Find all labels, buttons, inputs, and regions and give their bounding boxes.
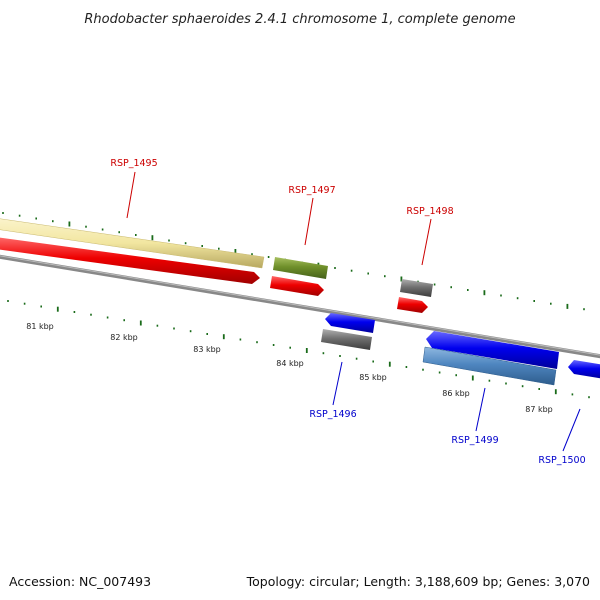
gene-rsp-1495-arrow[interactable]	[0, 237, 260, 284]
kbp-label: 84 kbp	[276, 359, 304, 368]
topology-text: Topology: circular; Length: 3,188,609 bp…	[246, 574, 590, 589]
gene-rsp-1497-box[interactable]	[273, 257, 328, 279]
gene-grey-box-reverse[interactable]	[321, 329, 372, 350]
leader-line-rsp-1500	[562, 408, 581, 452]
kbp-label: 81 kbp	[26, 322, 54, 331]
accession-text: Accession: NC_007493	[9, 574, 151, 589]
chromosome-backbone-highlight	[0, 255, 600, 356]
feature-khaki-band[interactable]	[0, 218, 265, 269]
leader-line-rsp-1495	[126, 171, 136, 219]
gene-red-arrow-small[interactable]	[270, 276, 324, 296]
feature-steel-band[interactable]	[422, 346, 557, 386]
map-title: Rhodobacter sphaeroides 2.4.1 chromosome…	[84, 12, 515, 27]
gene-label-rsp-1495[interactable]: RSP_1495	[110, 158, 157, 169]
gene-label-rsp-1500[interactable]: RSP_1500	[538, 455, 585, 466]
gene-label-rsp-1497[interactable]: RSP_1497	[288, 185, 335, 196]
kbp-label: 86 kbp	[442, 389, 470, 398]
gene-red-arrow-right[interactable]	[397, 297, 428, 313]
leader-line-rsp-1497	[304, 197, 314, 246]
gene-rsp-1500-arrow[interactable]	[568, 360, 600, 379]
kbp-label: 82 kbp	[110, 333, 138, 342]
leader-line-rsp-1499	[475, 387, 486, 432]
gene-rsp-1496-arrow[interactable]	[325, 313, 375, 333]
kbp-label: 83 kbp	[193, 345, 221, 354]
reverse-tick-track	[7, 300, 590, 399]
leader-line-rsp-1496	[332, 361, 343, 406]
gene-label-rsp-1498[interactable]: RSP_1498	[406, 206, 453, 217]
kbp-label: 87 kbp	[525, 405, 553, 414]
gene-label-rsp-1499[interactable]: RSP_1499	[451, 435, 498, 446]
chromosome-backbone	[0, 254, 600, 359]
leader-line-rsp-1498	[421, 218, 432, 266]
gene-rsp-1498-box[interactable]	[400, 279, 433, 297]
gene-rsp-1499-arrow[interactable]	[426, 331, 559, 369]
gene-label-rsp-1496[interactable]: RSP_1496	[309, 409, 356, 420]
kbp-label: 85 kbp	[359, 373, 387, 382]
